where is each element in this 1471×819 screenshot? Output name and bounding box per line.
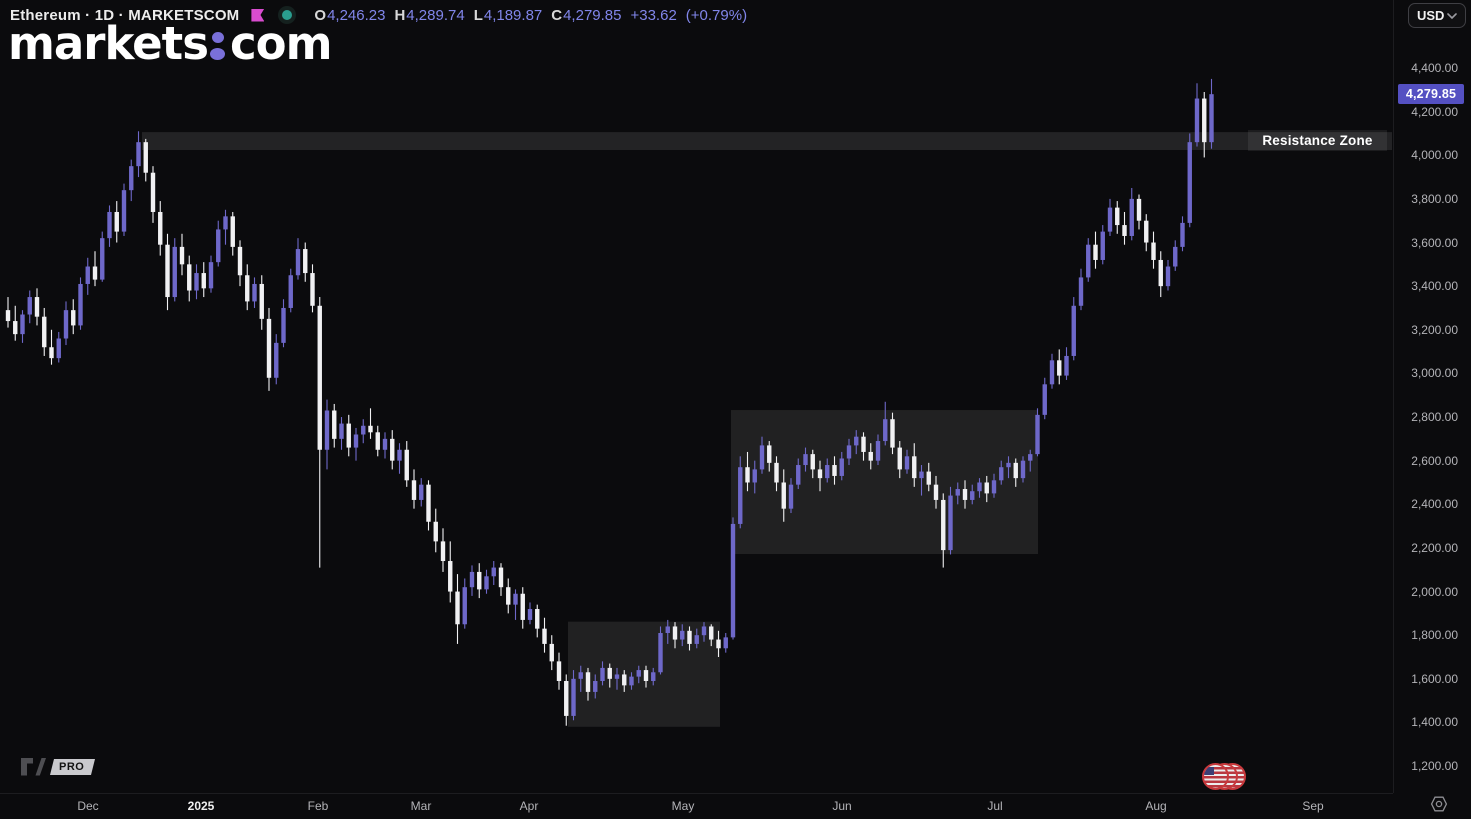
time-tick-label: May xyxy=(671,799,695,813)
resistance-zone-text: Resistance Zone xyxy=(1262,133,1373,148)
time-tick-label: Jun xyxy=(832,799,852,813)
symbol-title[interactable]: Ethereum · 1D · MARKETSCOM xyxy=(10,6,240,24)
tradingview-attribution[interactable]: PRO xyxy=(20,757,96,777)
price-tick-label: 1,600.00 xyxy=(1411,671,1458,686)
price-tick-label: 2,400.00 xyxy=(1411,497,1458,512)
candlestick-chart[interactable] xyxy=(0,0,1393,793)
price-tick-label: 2,000.00 xyxy=(1411,584,1458,599)
pro-badge[interactable]: PRO xyxy=(50,759,96,775)
time-tick-label: Feb xyxy=(307,799,329,813)
price-tick-label: 4,000.00 xyxy=(1411,148,1458,163)
symbol-header: Ethereum · 1D · MARKETSCOM O 4,246.23 H 4,… xyxy=(10,5,747,25)
pro-badge-text: PRO xyxy=(59,761,85,773)
price-tick-label: 4,200.00 xyxy=(1411,104,1458,119)
us-flag-icon xyxy=(1202,763,1229,790)
time-tick-label: Sep xyxy=(1302,799,1324,813)
price-tick-label: 2,600.00 xyxy=(1411,453,1458,468)
price-tick-label: 4,400.00 xyxy=(1411,61,1458,75)
price-tick-label: 3,800.00 xyxy=(1411,191,1458,206)
resistance-zone-band xyxy=(142,132,1392,151)
change-value: +33.62 xyxy=(630,6,677,24)
currency-value: USD xyxy=(1417,8,1445,23)
price-tick-label: 3,600.00 xyxy=(1411,235,1458,250)
open-label: O xyxy=(314,6,327,24)
logo-text-com: com xyxy=(229,17,332,70)
time-tick-label: Mar xyxy=(410,799,432,813)
resistance-zone-label: Resistance Zone xyxy=(1248,130,1387,151)
change-percent: (+0.79%) xyxy=(685,6,748,24)
price-tick-label: 3,400.00 xyxy=(1411,279,1458,294)
low-label: L xyxy=(473,6,483,24)
candles xyxy=(5,78,1214,726)
price-axis[interactable]: 4,279.85 4,400.00 4,200.00 4,000.00 3,800.0… xyxy=(1393,0,1471,812)
tradingview-logo-icon xyxy=(21,758,46,776)
price-tick-label: 2,800.00 xyxy=(1411,410,1458,425)
axis-settings-gear-icon[interactable] xyxy=(1430,795,1448,813)
markets-com-logo: markets com xyxy=(8,17,332,70)
logo-colon-dots-icon xyxy=(208,18,230,70)
last-price-badge: 4,279.85 xyxy=(1398,84,1464,105)
time-tick-label: Dec xyxy=(77,799,99,813)
close-value: 4,279.85 xyxy=(563,6,622,24)
chevron-down-icon xyxy=(1447,12,1457,19)
time-tick-label: 2025 xyxy=(187,799,215,813)
price-tick-label: 1,200.00 xyxy=(1411,759,1458,774)
ohlc-readout: O 4,246.23 H 4,289.74 L 4,189.87 C 4,279.85 … xyxy=(314,7,747,24)
price-tick-label: 3,200.00 xyxy=(1411,322,1458,337)
open-value: 4,246.23 xyxy=(327,6,386,24)
market-status-icon[interactable] xyxy=(278,6,297,24)
currency-selector[interactable]: USD xyxy=(1408,3,1466,28)
price-tick-label: 1,800.00 xyxy=(1411,628,1458,643)
price-tick-label: 1,400.00 xyxy=(1411,715,1458,730)
high-label: H xyxy=(394,6,406,24)
time-tick-label: Apr xyxy=(519,799,539,813)
flagged-symbol-icon[interactable] xyxy=(251,8,265,22)
high-value: 4,289.74 xyxy=(406,6,465,24)
time-tick-label: Jul xyxy=(987,799,1003,813)
price-tick-label: 2,200.00 xyxy=(1411,540,1458,555)
low-value: 4,189.87 xyxy=(483,6,543,24)
price-tick-label: 3,000.00 xyxy=(1411,366,1458,381)
close-label: C xyxy=(551,6,563,24)
time-axis[interactable]: Dec 2025 Feb Mar Apr May Jun Jul Aug Sep xyxy=(0,793,1393,819)
logo-text-markets: markets xyxy=(8,17,209,70)
time-tick-label: Aug xyxy=(1145,799,1167,813)
